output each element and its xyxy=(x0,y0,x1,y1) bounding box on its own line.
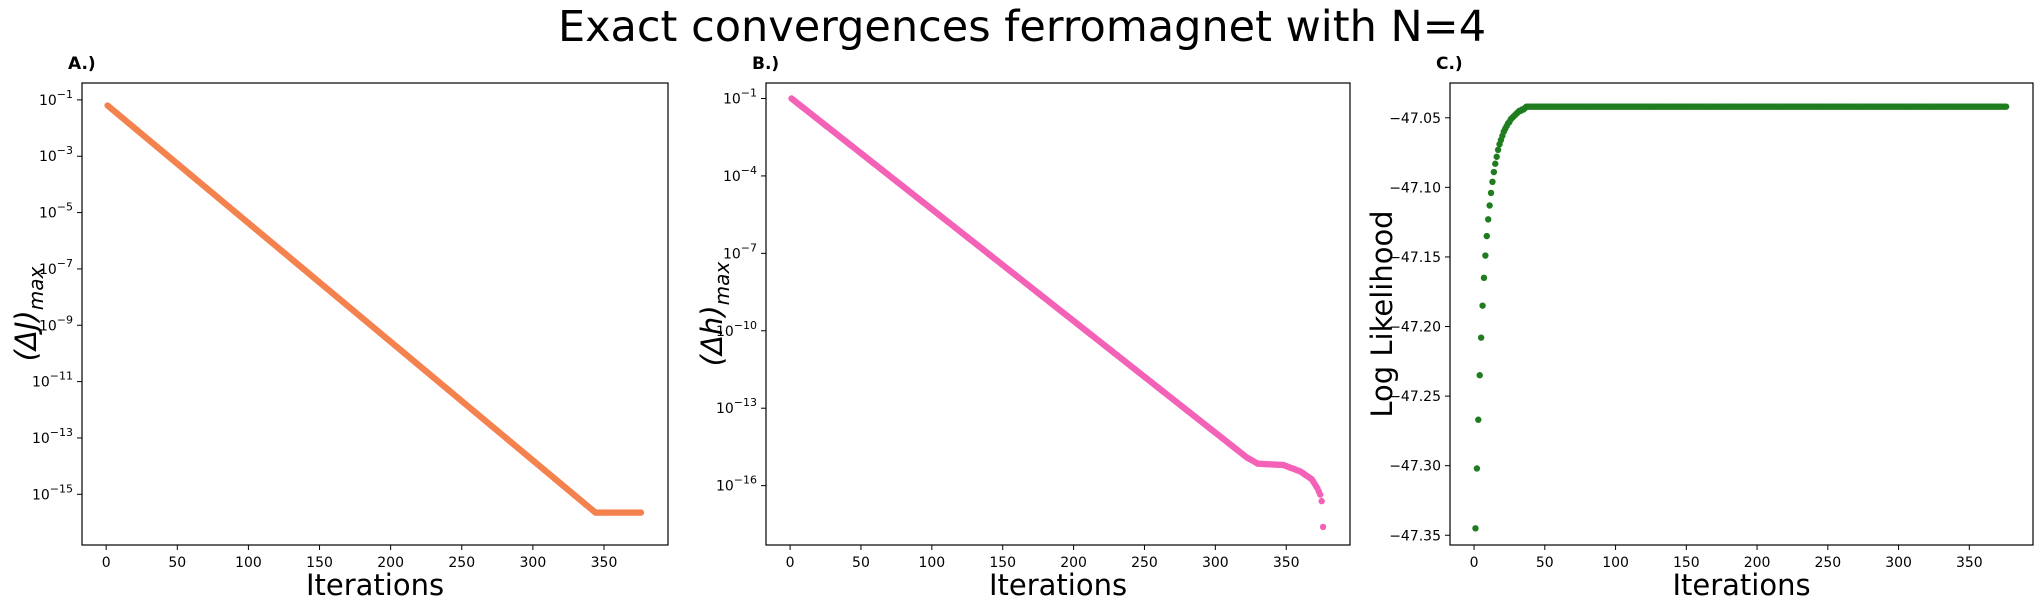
x-tick-label: 0 xyxy=(1470,555,1479,571)
x-axis-label: Iterations xyxy=(1672,568,1810,602)
x-tick-label: 100 xyxy=(918,555,945,571)
y-tick-label: 10−3 xyxy=(39,144,73,165)
y-tick-label: −47.30 xyxy=(1389,459,1441,475)
x-tick-label: 50 xyxy=(1536,555,1554,571)
y-tick-label: 10−9 xyxy=(39,313,73,334)
x-tick-label: 200 xyxy=(1744,555,1771,571)
data-point xyxy=(1477,334,1485,341)
data-point xyxy=(1493,153,1500,160)
chart-panel-1: A.) 0 50 100 150 200 250 300 350 10−1 10−3 10−5 10−7… xyxy=(9,54,669,602)
y-tick-label: 10−4 xyxy=(723,164,757,185)
panel-label: C.) xyxy=(1436,54,1463,74)
y-tick-label: 10−16 xyxy=(716,474,757,495)
x-tick-label: 200 xyxy=(377,555,404,571)
x-tick-label: 250 xyxy=(1131,555,1158,571)
data-point xyxy=(1483,232,1490,240)
x-tick-label: 300 xyxy=(1202,555,1229,571)
data-point xyxy=(1490,168,1498,176)
data-point xyxy=(1476,372,1483,379)
data-point xyxy=(1487,189,1495,197)
x-tick-label: 350 xyxy=(591,555,618,571)
data-points xyxy=(788,95,1327,531)
data-point xyxy=(1492,160,1499,167)
x-tick-label: 250 xyxy=(1814,555,1841,571)
panel-label: A.) xyxy=(68,54,96,74)
data-point xyxy=(1480,274,1488,282)
y-axis-label: (Δh)max xyxy=(695,262,734,367)
data-point xyxy=(1494,146,1502,153)
data-point xyxy=(1475,416,1482,423)
y-tick-label: 10−7 xyxy=(39,257,73,278)
data-point xyxy=(1489,178,1496,185)
axes-frame xyxy=(765,82,1351,546)
y-tick-label: 10−10 xyxy=(716,319,757,340)
y-tick-label: −47.10 xyxy=(1389,180,1441,196)
data-point xyxy=(637,509,645,516)
x-tick-label: 150 xyxy=(1673,555,1700,571)
x-tick-label: 250 xyxy=(448,555,475,571)
x-tick-label: 150 xyxy=(306,555,333,571)
data-point xyxy=(1473,465,1481,472)
y-axis-label: Log Likelihood xyxy=(1365,210,1399,417)
chart-panel-3: C.) 0 50 100 150 200 250 300 350 −47.35 −47.30 −47.… xyxy=(1365,54,2034,602)
axes-frame xyxy=(1449,82,2034,546)
x-tick-label: 350 xyxy=(1956,555,1983,571)
data-point xyxy=(1486,202,1493,209)
data-points xyxy=(1472,103,2010,532)
axes-frame xyxy=(81,82,669,546)
y-tick-label: 10−1 xyxy=(723,86,757,107)
figure-title: Exact convergences ferromagnet with N=4 xyxy=(558,2,1486,52)
chart-panel-2: B.) 0 50 100 150 200 250 300 350 10−1 10−4 10−7 10−1… xyxy=(695,54,1351,602)
y-tick-label: 10−11 xyxy=(32,370,73,391)
x-tick-label: 350 xyxy=(1273,555,1300,571)
y-tick-label: 10−13 xyxy=(716,396,757,417)
x-tick-label: 300 xyxy=(1885,555,1912,571)
data-point xyxy=(1319,523,1327,531)
y-tick-label: −47.05 xyxy=(1389,111,1441,127)
data-point xyxy=(1317,491,1324,498)
x-axis-label: Iterations xyxy=(989,568,1127,602)
data-point xyxy=(1318,497,1325,505)
data-point xyxy=(1485,216,1492,223)
y-tick-label: −47.25 xyxy=(1389,389,1441,405)
x-tick-label: 0 xyxy=(102,555,111,571)
x-axis-label: Iterations xyxy=(306,568,444,602)
y-tick-label: 10−7 xyxy=(723,241,757,262)
x-tick-label: 50 xyxy=(168,555,186,571)
y-tick-label: −47.35 xyxy=(1389,528,1441,544)
x-tick-label: 200 xyxy=(1060,555,1087,571)
data-points xyxy=(104,102,645,516)
x-tick-label: 50 xyxy=(852,555,870,571)
y-tick-label: −47.15 xyxy=(1389,250,1441,266)
y-tick-label: 10−5 xyxy=(39,201,73,222)
x-tick-label: 300 xyxy=(520,555,547,571)
y-tick-label: 10−15 xyxy=(32,482,73,503)
x-tick-label: 100 xyxy=(235,555,262,571)
x-tick-label: 0 xyxy=(786,555,795,571)
y-tick-label: 10−13 xyxy=(32,426,73,447)
panel-label: B.) xyxy=(752,54,779,74)
x-tick-label: 100 xyxy=(1602,555,1629,571)
data-point xyxy=(2002,103,2010,110)
y-axis-label: (ΔJ)max xyxy=(9,267,48,362)
data-point xyxy=(1472,525,1479,532)
data-point xyxy=(1482,252,1489,259)
y-tick-label: 10−1 xyxy=(39,88,73,109)
x-tick-label: 150 xyxy=(989,555,1016,571)
data-point xyxy=(1479,302,1486,309)
y-tick-label: −47.20 xyxy=(1389,320,1441,336)
